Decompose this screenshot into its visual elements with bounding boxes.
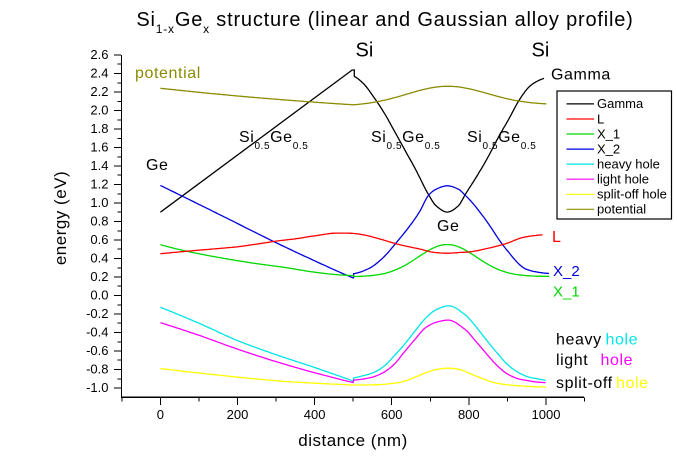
svg-text:0.0: 0.0 (90, 288, 108, 303)
svg-text:Si: Si (532, 40, 550, 62)
svg-text:1000: 1000 (532, 407, 561, 422)
svg-text:200: 200 (227, 407, 249, 422)
svg-text:1.8: 1.8 (90, 121, 108, 136)
svg-text:X_1: X_1 (553, 284, 580, 301)
svg-text:2.2: 2.2 (90, 84, 108, 99)
svg-text:split-off: split-off (556, 375, 613, 392)
svg-text:1.6: 1.6 (90, 140, 108, 155)
svg-text:1.4: 1.4 (90, 158, 108, 173)
svg-text:2.6: 2.6 (90, 47, 108, 62)
svg-text:-1.0: -1.0 (86, 380, 108, 395)
svg-text:light hole: light hole (597, 172, 649, 187)
svg-text:X_2: X_2 (597, 141, 620, 156)
svg-text:split-off hole: split-off hole (597, 187, 667, 202)
svg-text:0: 0 (157, 407, 164, 422)
svg-text:1.0: 1.0 (90, 195, 108, 210)
svg-text:-0.2: -0.2 (86, 306, 108, 321)
svg-text:-0.4: -0.4 (86, 325, 108, 340)
svg-text:0.4: 0.4 (90, 251, 108, 266)
svg-text:hole: hole (616, 375, 649, 392)
svg-text:800: 800 (458, 407, 480, 422)
svg-text:Gamma: Gamma (597, 96, 644, 111)
svg-text:light: light (556, 352, 588, 369)
svg-text:2.4: 2.4 (90, 66, 108, 81)
svg-text:potential: potential (597, 202, 646, 217)
svg-text:energy (eV): energy (eV) (51, 171, 70, 265)
svg-text:400: 400 (304, 407, 326, 422)
svg-text:L: L (552, 229, 562, 246)
svg-text:hole: hole (606, 332, 639, 349)
svg-text:potential: potential (135, 65, 201, 82)
svg-text:0.8: 0.8 (90, 214, 108, 229)
svg-text:Ge: Ge (437, 218, 460, 235)
svg-text:0.6: 0.6 (90, 232, 108, 247)
svg-text:2.0: 2.0 (90, 103, 108, 118)
svg-text:heavy hole: heavy hole (597, 156, 660, 171)
svg-text:-0.8: -0.8 (86, 362, 108, 377)
svg-text:Ge: Ge (146, 157, 169, 174)
svg-text:-0.6: -0.6 (86, 343, 108, 358)
svg-text:Gamma: Gamma (551, 67, 611, 84)
svg-text:hole: hole (601, 352, 634, 369)
svg-text:1.2: 1.2 (90, 177, 108, 192)
svg-text:heavy: heavy (556, 332, 602, 349)
svg-text:Si: Si (356, 40, 374, 62)
svg-text:600: 600 (381, 407, 403, 422)
svg-text:X_1: X_1 (597, 126, 620, 141)
svg-text:X_2: X_2 (553, 263, 580, 280)
svg-text:distance (nm): distance (nm) (298, 431, 407, 450)
svg-text:0.2: 0.2 (90, 269, 108, 284)
svg-text:L: L (597, 111, 604, 126)
